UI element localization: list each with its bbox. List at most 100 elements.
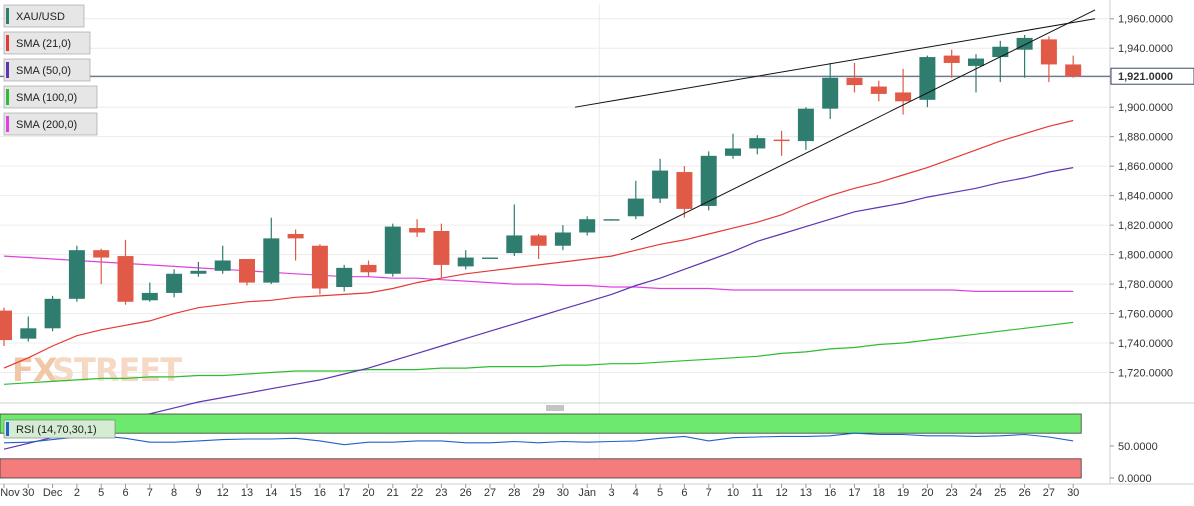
candle (44, 295, 61, 332)
legend-item[interactable]: SMA (50,0) (3, 58, 91, 82)
rsi-legend-label: RSI (14,70,30,1) (16, 424, 97, 436)
watermark-street: STREET (52, 351, 182, 389)
x-tick-label: 21 (387, 487, 399, 499)
price-tick-label: 1,960.0000 (1118, 14, 1173, 26)
candle-body (360, 264, 377, 273)
x-tick-label: 7 (147, 487, 153, 499)
x-tick-label: 23 (435, 487, 447, 499)
legend-item[interactable]: SMA (200,0) (3, 112, 98, 136)
x-tick-label: 9 (195, 487, 201, 499)
candle (822, 62, 839, 119)
candle-body (530, 235, 547, 246)
legend-label: SMA (100,0) (16, 92, 77, 104)
candle-body (117, 256, 134, 302)
legend-item[interactable]: XAU/USD (3, 4, 85, 28)
x-tick-label: 20 (362, 487, 374, 499)
rsi-legend-swatch (6, 422, 9, 436)
x-tick-label: 10 (727, 487, 739, 499)
rsi-overbought-zone (0, 413, 1082, 434)
x-tick-label: 5 (657, 487, 663, 499)
x-tick-label: 13 (800, 487, 812, 499)
price-tick-label: 1,860.0000 (1118, 161, 1173, 173)
legend-box (3, 4, 85, 28)
candle (579, 216, 596, 236)
candle-body (725, 148, 741, 156)
candle-body (263, 238, 280, 283)
candle-body (93, 250, 110, 258)
candle (846, 62, 863, 93)
candle (530, 233, 547, 260)
legend-item[interactable]: SMA (21,0) (3, 31, 91, 55)
candle-body (652, 170, 669, 199)
x-tick-label: 19 (897, 487, 909, 499)
candle-body (44, 298, 61, 329)
price-tick-label: 1,740.0000 (1118, 338, 1173, 350)
candle-body (895, 92, 912, 102)
x-tick-label: 12 (217, 487, 229, 499)
x-tick-label: 6 (681, 487, 687, 499)
candle (506, 204, 523, 257)
legend-label: XAU/USD (16, 11, 65, 23)
x-tick-label: 2 (74, 487, 80, 499)
x-tick-label: 24 (970, 487, 982, 499)
candle (676, 166, 693, 218)
candle (384, 223, 401, 277)
x-tick-label: 25 (994, 487, 1006, 499)
candle (263, 217, 280, 285)
candle-body (1065, 64, 1082, 77)
candle (870, 80, 887, 102)
price-tick-label: 1,780.0000 (1118, 279, 1173, 291)
candle-body (943, 55, 960, 63)
candle (311, 244, 328, 295)
candle (627, 180, 644, 220)
x-tick-label: 4 (633, 487, 639, 499)
legend-label: SMA (200,0) (16, 119, 77, 131)
legend-swatch (6, 8, 9, 24)
price-tick-label: 1,900.0000 (1118, 102, 1173, 114)
rsi-tick-label: 0.0000 (1118, 473, 1152, 485)
x-tick-label: 8 (171, 487, 177, 499)
candle-body (214, 260, 231, 271)
x-tick-label: 18 (873, 487, 885, 499)
pane-resize-handle[interactable] (546, 405, 564, 411)
price-tick-label: 1,940.0000 (1118, 43, 1173, 55)
candle-body (870, 86, 887, 94)
candle (700, 151, 717, 211)
legend-item[interactable]: SMA (100,0) (3, 85, 98, 109)
candle-body (554, 232, 571, 246)
candle-body (166, 273, 183, 293)
legend-swatch (6, 89, 9, 105)
candle (603, 219, 620, 221)
candle (287, 229, 304, 261)
legend: XAU/USD SMA (21,0) SMA (50,0) SMA (100,0) SM… (3, 4, 98, 136)
legend-box (3, 31, 91, 55)
candle (117, 239, 134, 305)
rsi-line (3, 432, 1074, 446)
candle (409, 219, 426, 237)
trendline-lower[interactable] (630, 9, 1096, 241)
x-tick-label: Jan (578, 487, 596, 499)
candle (166, 269, 183, 298)
candle (797, 107, 814, 150)
trendline-upper[interactable] (574, 18, 1096, 108)
price-tick-label: 1,840.0000 (1118, 191, 1173, 203)
rsi-legend[interactable]: RSI (14,70,30,1) (3, 419, 116, 439)
price-tick-label: 1,880.0000 (1118, 132, 1173, 144)
legend-label: SMA (21,0) (16, 38, 71, 50)
x-tick-label: 27 (1043, 487, 1055, 499)
trendlines (574, 9, 1096, 241)
x-tick-label: 30 (557, 487, 569, 499)
price-tick-label: 1,720.0000 (1118, 368, 1173, 380)
sma100-line (3, 321, 1074, 385)
price-tick-label: 1,760.0000 (1118, 309, 1173, 321)
candle-body (20, 328, 37, 339)
candle-body (1016, 37, 1033, 50)
x-tick-label: 26 (1018, 487, 1030, 499)
candle-body (749, 138, 766, 149)
candle (1065, 55, 1082, 78)
price-axis: 1,720.0000 1,740.0000 1,760.0000 1,780.0000… (1110, 14, 1194, 380)
x-tick-label: 23 (946, 487, 958, 499)
sma200-line (3, 255, 1074, 292)
candle (919, 55, 936, 108)
